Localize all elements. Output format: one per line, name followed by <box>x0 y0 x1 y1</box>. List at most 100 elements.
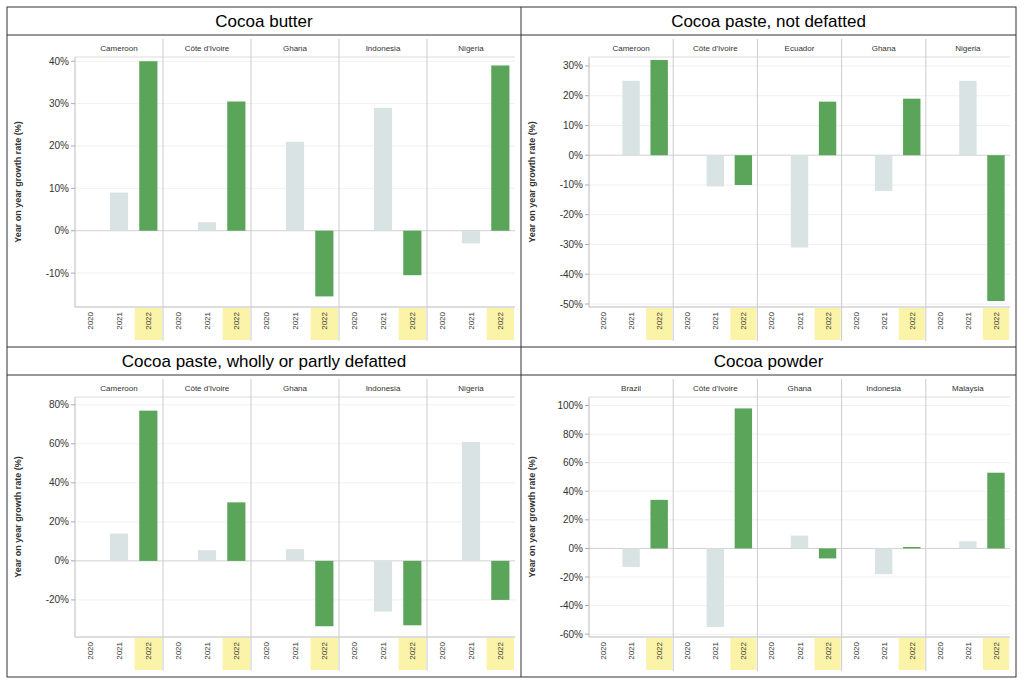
y-tick-label: -40% <box>560 269 583 280</box>
grid-line <box>589 434 1010 435</box>
tick-mark <box>585 95 589 96</box>
x-tick-label: 2022 <box>655 641 664 659</box>
tick-mark <box>71 61 75 62</box>
x-tick-label: 2020 <box>350 311 359 329</box>
bar <box>622 548 639 567</box>
x-tick-label: 2020 <box>852 311 861 329</box>
facet-separator <box>251 39 252 341</box>
bar <box>491 65 509 230</box>
highlight <box>730 308 756 340</box>
x-tick-label: 2021 <box>291 641 300 659</box>
highlight <box>135 638 162 670</box>
y-tick-label: -20% <box>560 572 583 583</box>
facet-separator <box>163 39 164 341</box>
x-tick-label: 2022 <box>496 311 505 329</box>
x-tick-label: 2020 <box>683 641 692 659</box>
tick-mark <box>585 519 589 520</box>
facet-separator <box>757 39 758 341</box>
facet-header: Ghana <box>787 384 812 393</box>
y-axis-label: Year on year growth rate (%) <box>13 121 23 243</box>
tick-mark <box>585 214 589 215</box>
bar <box>735 408 752 548</box>
grid-line <box>589 405 1010 406</box>
x-tick-label: 2021 <box>203 311 212 329</box>
facet-separator <box>925 39 926 341</box>
grid-line <box>589 462 1010 463</box>
x-tick-label: 2021 <box>627 641 636 659</box>
x-tick-label: 2020 <box>350 641 359 659</box>
outer-border <box>7 7 1016 677</box>
x-tick-label: 2020 <box>174 311 183 329</box>
y-tick-label: 40% <box>49 477 69 488</box>
bar <box>987 155 1004 301</box>
x-tick-label: 2021 <box>379 641 388 659</box>
x-tick-label: 2022 <box>655 311 664 329</box>
y-tick-label: 30% <box>563 60 583 71</box>
y-tick-label: 30% <box>49 98 69 109</box>
y-tick-label: 0% <box>55 555 70 566</box>
tick-mark <box>71 404 75 405</box>
highlight <box>399 638 426 670</box>
tick-mark <box>585 491 589 492</box>
facet-header: Ghana <box>283 384 308 393</box>
facet-header: Indonesia <box>366 44 401 53</box>
tick-mark <box>585 155 589 156</box>
highlight <box>487 638 514 670</box>
tick-mark <box>585 244 589 245</box>
x-tick-label: 2020 <box>599 311 608 329</box>
title-divider <box>521 375 1016 376</box>
y-tick-label: 80% <box>563 429 583 440</box>
y-tick-label: -10% <box>560 179 583 190</box>
highlight <box>223 638 250 670</box>
highlight <box>899 308 925 340</box>
y-tick-label: -40% <box>560 600 583 611</box>
tick-mark <box>71 103 75 104</box>
bar <box>707 548 724 627</box>
bar <box>903 99 920 156</box>
grid-line <box>589 491 1010 492</box>
facet-header: Côte d'Ivoire <box>185 384 230 393</box>
facet-header: Nigeria <box>955 44 981 53</box>
bar <box>462 442 480 561</box>
facet-header: Indonesia <box>366 384 401 393</box>
divider <box>7 347 1016 348</box>
tick-mark <box>585 434 589 435</box>
x-tick-label: 2022 <box>144 311 153 329</box>
facet-header: Cameroon <box>100 384 137 393</box>
x-tick-label: 2021 <box>115 641 124 659</box>
facet-header: Cameroon <box>612 44 649 53</box>
tick-mark <box>71 560 75 561</box>
y-axis-label: Year on year growth rate (%) <box>527 121 537 243</box>
tick-mark <box>585 605 589 606</box>
plot-top <box>589 57 1010 58</box>
y-axis-line <box>75 57 76 307</box>
x-tick-label: 2021 <box>467 641 476 659</box>
bar <box>286 142 304 231</box>
bar <box>959 81 976 155</box>
bar <box>227 101 245 230</box>
facet-header: Côte d'Ivoire <box>185 44 230 53</box>
facet-separator <box>673 39 674 341</box>
divider <box>521 7 522 677</box>
y-axis-label: Year on year growth rate (%) <box>13 456 23 578</box>
bar <box>875 155 892 191</box>
bar <box>791 155 808 247</box>
x-tick-label: 2020 <box>438 641 447 659</box>
title-divider <box>7 35 521 36</box>
x-tick-label: 2020 <box>852 641 861 659</box>
x-tick-label: 2021 <box>203 641 212 659</box>
bar <box>315 231 333 297</box>
bar <box>110 534 128 561</box>
x-tick-label: 2020 <box>174 641 183 659</box>
facet-separator <box>673 379 674 671</box>
bar <box>819 102 836 156</box>
highlight <box>487 308 514 340</box>
chart: Cocoa paste, wholly or partly defattedYe… <box>7 352 521 671</box>
highlight <box>135 308 162 340</box>
tick-mark <box>71 482 75 483</box>
tick-mark <box>71 230 75 231</box>
bar <box>707 155 724 186</box>
plot-top <box>75 57 515 58</box>
bar <box>791 536 808 549</box>
grid-line <box>75 599 515 600</box>
